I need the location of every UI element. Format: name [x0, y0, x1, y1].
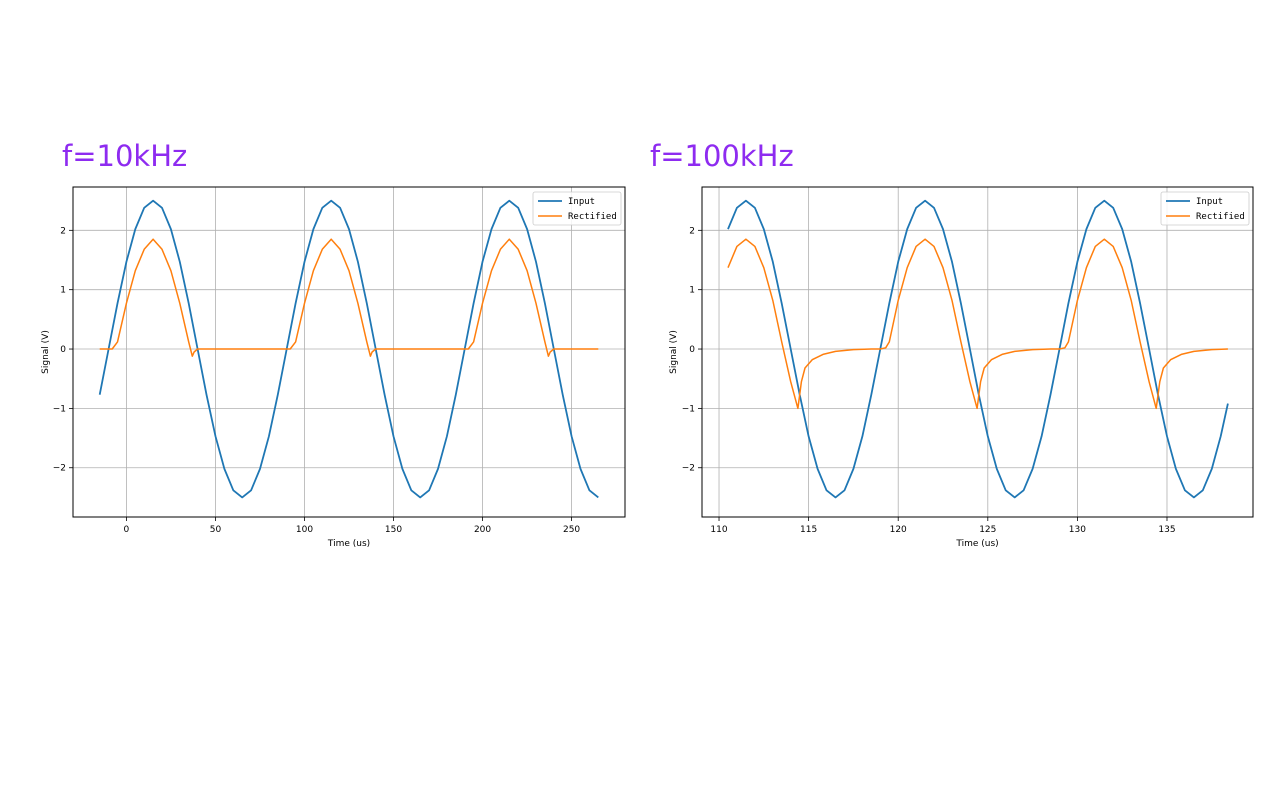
x-axis-label: Time (us)	[327, 539, 370, 549]
chart-title-100khz: f=100kHz	[650, 139, 794, 173]
y-axis-label: Signal (V)	[41, 330, 51, 374]
y-tick-label: −2	[53, 464, 66, 474]
x-tick-label: 150	[385, 525, 402, 535]
x-tick-label: 130	[1069, 525, 1086, 535]
x-tick-label: 125	[979, 525, 996, 535]
x-tick-label: 50	[210, 525, 222, 535]
x-tick-label: 115	[800, 525, 817, 535]
legend: Input Rectified	[532, 191, 622, 226]
x-tick-label: 110	[710, 525, 727, 535]
y-tick-label: 2	[60, 226, 66, 236]
x-tick-label: 200	[474, 525, 491, 535]
legend-label-rectified: Rectified	[568, 212, 617, 222]
y-axis-label: Signal (V)	[669, 330, 679, 374]
x-tick-label: 250	[563, 525, 580, 535]
y-tick-label: −1	[682, 404, 695, 414]
x-tick-label: 100	[296, 525, 313, 535]
plot-frame	[701, 186, 1254, 518]
legend-label-rectified: Rectified	[1196, 212, 1245, 222]
grid	[702, 187, 1253, 517]
y-tick-label: 2	[689, 226, 695, 236]
series-line-rectified	[727, 238, 1228, 410]
x-tick-label: 120	[890, 525, 907, 535]
y-tick-label: 0	[689, 345, 695, 355]
x-axis-label: Time (us)	[955, 539, 998, 549]
y-tick-label: −2	[682, 464, 695, 474]
legend: Input Rectified	[1160, 191, 1250, 226]
x-tick-label: 0	[124, 525, 130, 535]
legend-label-input: Input	[1196, 197, 1223, 207]
series-line-input	[98, 199, 599, 499]
legend-label-input: Input	[568, 197, 595, 207]
y-tick-label: 0	[60, 345, 66, 355]
plot-frame	[72, 186, 626, 518]
y-tick-label: 1	[689, 286, 695, 296]
y-tick-label: 1	[60, 286, 66, 296]
series-line-rectified	[99, 238, 599, 357]
chart-title-10khz: f=10kHz	[62, 139, 188, 173]
y-tick-label: −1	[53, 404, 66, 414]
x-tick-label: 135	[1158, 525, 1175, 535]
